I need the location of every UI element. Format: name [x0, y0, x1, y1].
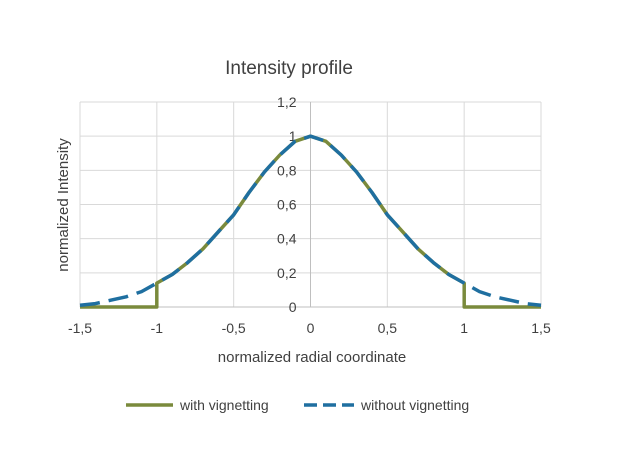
x-tick-label: -0,5	[222, 320, 246, 336]
y-tick-label: 0	[289, 299, 297, 315]
y-tick-label: 0,6	[277, 197, 297, 213]
chart-title: Intensity profile	[225, 58, 353, 79]
x-tick-label: 0,5	[378, 320, 398, 336]
x-axis-ticks: -1,5 -1 -0,5 0 0,5 1 1,5	[68, 320, 551, 336]
y-axis-label: normalized Intensity	[55, 138, 72, 272]
y-tick-label: 1	[289, 128, 297, 144]
x-tick-label: -1,5	[68, 320, 92, 336]
series-layer	[79, 134, 542, 309]
x-axis-label: normalized radial coordinate	[218, 349, 406, 366]
y-tick-label: 0,8	[277, 162, 297, 178]
grid	[79, 101, 542, 308]
x-tick-label: 1	[460, 320, 468, 336]
x-tick-label: -1	[151, 320, 164, 336]
legend: with vignetting without vignetting	[126, 397, 469, 413]
y-axis-ticks: 0 0,2 0,4 0,6 0,8 1 1,2	[277, 94, 297, 315]
y-tick-label: 0,4	[277, 231, 297, 247]
y-tick-label: 1,2	[277, 94, 297, 110]
x-tick-label: 0	[307, 320, 315, 336]
series-line-without-vignetting	[79, 134, 542, 308]
x-tick-label: 1,5	[531, 320, 551, 336]
y-tick-label: 0,2	[277, 265, 297, 281]
legend-label-1: without vignetting	[360, 397, 469, 413]
legend-label-0: with vignetting	[179, 397, 269, 413]
